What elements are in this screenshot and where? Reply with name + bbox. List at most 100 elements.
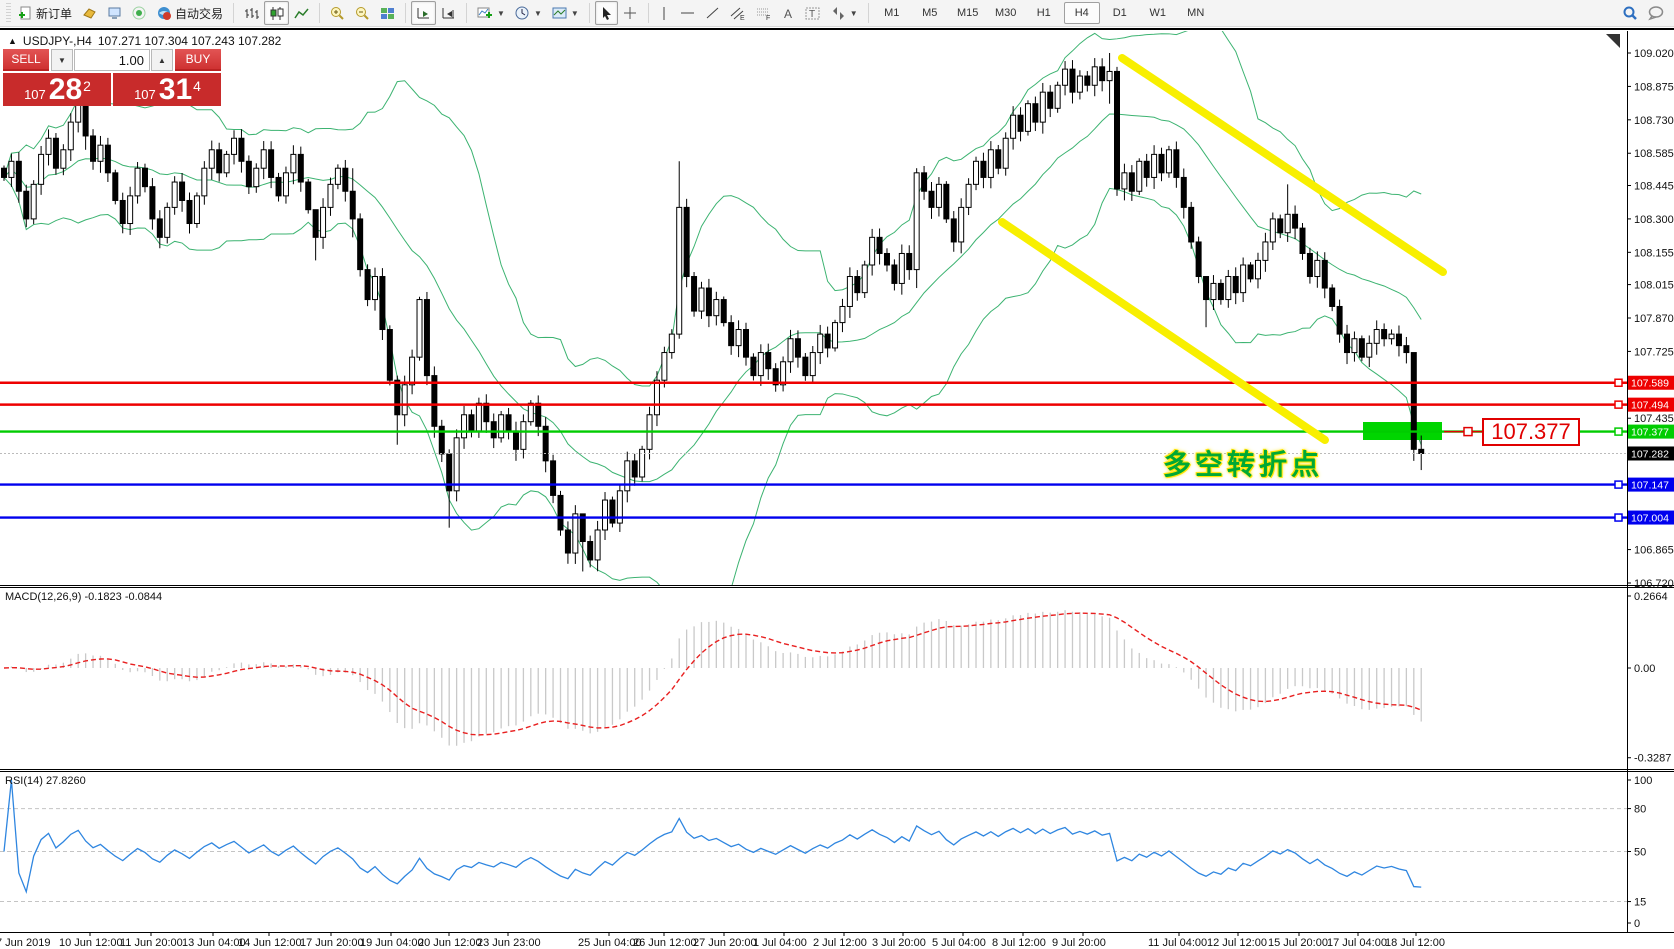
separator [867,3,869,23]
yellow-trendline-1[interactable] [1118,54,1447,276]
time-axis-label: 11 Jul 04:00 [1148,937,1207,949]
candle [1106,70,1113,82]
terminal-button[interactable] [102,1,127,25]
scroll-end-marker-icon[interactable] [1606,34,1620,48]
metaeditor-button[interactable] [77,1,102,25]
candle [995,149,1002,169]
candle [1114,70,1120,190]
candle [698,287,705,312]
timeframe-button-m15[interactable]: M15 [957,7,979,19]
candle [520,421,527,450]
sell-button[interactable]: SELL [3,49,49,71]
candle [297,153,304,183]
svg-text:107.589: 107.589 [1631,378,1669,390]
chart-canvas[interactable]: 109.020 108.875 108.730 108.585 108.445 108.3… [0,30,1674,949]
volume-input[interactable]: 1.00 [74,49,150,71]
vertical-line-button[interactable] [654,1,675,25]
separator [319,3,321,23]
indicators-button[interactable]: ▼ [472,1,510,25]
horizontal-line-button[interactable] [675,1,700,25]
candle [45,137,52,155]
buy-button[interactable]: BUY [175,49,221,71]
text-label-button[interactable]: T [800,1,826,25]
volume-down-button[interactable]: ▼ [51,49,73,71]
timeframe-button-w1[interactable]: W1 [1149,7,1166,19]
toolbar-grip[interactable] [6,3,11,23]
collapse-triangle-icon[interactable]: ▲ [8,36,17,46]
timeframe-button-h1[interactable]: H1 [1036,7,1051,19]
candle [713,299,720,317]
rsi-axis-label: 50 [1634,847,1646,859]
fibonacci-button[interactable]: F [751,1,777,25]
candle [82,103,89,137]
yellow-trendline-2[interactable] [998,218,1329,444]
timeframe-button-mn[interactable]: MN [1187,7,1205,19]
price-tick-label: 107.725 [1634,346,1674,358]
line-handle[interactable] [1614,480,1623,489]
dropdown-arrow-icon: ▼ [533,8,542,18]
bollinger-upper-band[interactable] [3,30,1422,387]
candle [475,402,482,432]
line-handle[interactable] [1614,513,1623,522]
line-handle[interactable] [1614,378,1623,387]
candle [364,269,371,301]
candle [1217,282,1224,301]
new-order-button[interactable]: 新订单 [13,1,77,25]
trendline-button[interactable] [700,1,725,25]
candle [594,529,601,561]
bollinger-middle-band[interactable] [3,113,1422,483]
new-order-label: 新订单 [36,6,73,21]
autotrading-button[interactable]: 自动交易 [152,1,228,25]
price-callout-label[interactable]: 107.377 [1482,418,1580,446]
tile-windows-button[interactable] [375,1,400,25]
line-handle[interactable] [1614,400,1623,409]
line-handle[interactable] [1614,427,1623,436]
rsi-axis-label: 15 [1634,897,1646,909]
candle [104,144,111,174]
autotrading-label: 自动交易 [175,6,224,21]
zoom-out-button[interactable] [350,1,375,25]
cursor-button[interactable] [594,1,618,25]
callout-anchor-handle[interactable] [1463,426,1473,437]
bollinger-lower-band[interactable] [3,177,1422,643]
line-chart-button[interactable] [289,1,314,25]
turning-point-annotation[interactable]: 多空转折点 [1163,449,1324,480]
candle [587,541,594,561]
price-tick-label: 108.585 [1634,148,1674,160]
periods-button[interactable]: ▼ [510,1,547,25]
candle [141,167,148,188]
candle [676,206,683,335]
chat-button[interactable] [1643,1,1670,25]
timeframe-button-d1[interactable]: D1 [1112,7,1127,19]
candle [572,513,579,554]
bid-price-display[interactable]: 107 28 2 [3,73,111,106]
candle [557,494,564,531]
candle [987,149,994,178]
bar-chart-button[interactable] [239,1,264,25]
arrows-button[interactable]: ▼ [826,1,863,25]
bid-big-figure: 28 [48,73,83,106]
timeframe-button-m30[interactable]: M30 [995,7,1017,19]
chart-shift-button[interactable] [436,1,461,25]
candle [431,375,438,427]
text-button[interactable]: A [777,1,800,25]
candle [564,529,571,554]
search-button[interactable] [1617,1,1643,25]
templates-button[interactable]: ▼ [547,1,584,25]
candle [1136,160,1143,192]
timeframe-button-h4[interactable]: H4 [1063,2,1100,24]
auto-scroll-button[interactable] [411,1,437,25]
ask-price-display[interactable]: 107 31 4 [113,73,221,106]
time-axis-label: 9 Jul 20:00 [1052,937,1106,949]
volume-up-button[interactable]: ▲ [151,49,173,71]
zoom-in-button[interactable] [325,1,350,25]
timeframe-button-m5[interactable]: M5 [922,7,938,19]
timeframe-button-m1[interactable]: M1 [884,7,900,19]
equidistant-channel-button[interactable]: E [725,1,751,25]
signals-button[interactable] [127,1,152,25]
crosshair-button[interactable] [618,1,643,25]
candle [1069,68,1076,93]
candlestick-chart-button[interactable] [264,1,290,25]
candle [171,181,178,208]
